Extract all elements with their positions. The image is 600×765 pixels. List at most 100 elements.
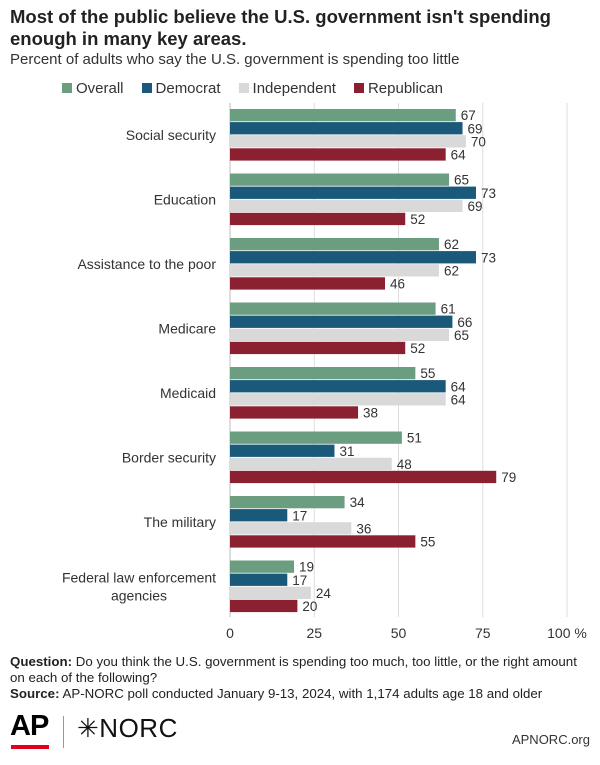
bar-federal-law-enforcement-agencies-overall <box>230 560 295 573</box>
bar-social-security-republican <box>230 148 446 161</box>
legend-item-democrat: Democrat <box>141 79 221 97</box>
norc-logo: ✳NORC <box>77 713 178 744</box>
data-label-medicaid-overall: 55 <box>420 366 435 381</box>
bar-assistance-to-the-poor-democrat <box>230 251 477 264</box>
legend-label-republican: Republican <box>367 79 444 97</box>
data-label-medicare-republican: 52 <box>410 341 425 356</box>
bar-medicare-overall <box>230 302 436 315</box>
bar-the-military-overall <box>230 496 345 509</box>
bar-border-security-republican <box>230 470 497 484</box>
bar-medicaid-overall <box>230 367 416 380</box>
ap-logo-underline <box>11 745 49 749</box>
question-text: Do you think the U.S. government is spen… <box>10 654 577 685</box>
chart-subtitle: Percent of adults who say the U.S. gover… <box>10 51 460 68</box>
data-label-medicare-overall: 61 <box>441 302 456 317</box>
bar-the-military-republican <box>230 535 416 548</box>
data-label-federal-law-enforcement-agencies-democrat: 17 <box>292 573 307 588</box>
category-label-federal-law-enforcement-agencies-line-1: Federal law enforcement <box>62 569 216 585</box>
x-tick-label-0: 0 <box>226 625 234 641</box>
legend-swatch-overall <box>62 83 72 93</box>
chart-title: Most of the public believe the U.S. gove… <box>10 6 551 49</box>
question-label: Question: <box>10 654 73 669</box>
bar-medicare-republican <box>230 341 406 355</box>
category-label-the-military: The military <box>144 514 216 530</box>
x-tick-label-25: 25 <box>306 625 322 641</box>
bar-federal-law-enforcement-agencies-republican <box>230 599 298 613</box>
data-label-assistance-to-the-poor-republican: 46 <box>390 276 405 291</box>
bar-social-security-overall <box>230 109 456 122</box>
data-label-education-overall: 65 <box>454 173 469 188</box>
data-label-the-military-overall: 34 <box>350 495 366 510</box>
data-label-education-republican: 52 <box>410 212 425 227</box>
bar-education-overall <box>230 173 450 186</box>
ap-logo: AP <box>10 710 49 742</box>
data-label-medicaid-republican: 38 <box>363 405 378 420</box>
bar-assistance-to-the-poor-overall <box>230 238 439 251</box>
legend-item-independent: Independent <box>238 79 336 97</box>
bar-assistance-to-the-poor-independent <box>230 264 439 277</box>
data-label-education-democrat: 73 <box>481 186 496 201</box>
bar-medicare-independent <box>230 328 450 341</box>
data-label-federal-law-enforcement-agencies-overall: 19 <box>299 560 314 575</box>
legend-label-independent: Independent <box>252 79 336 97</box>
legend-label-overall: Overall <box>76 79 124 97</box>
data-label-the-military-republican: 55 <box>420 534 435 549</box>
data-label-medicaid-democrat: 64 <box>451 379 467 394</box>
footnote: Question: Do you think the U.S. governme… <box>10 654 592 702</box>
legend-swatch-republican <box>353 83 364 93</box>
data-label-education-independent: 69 <box>468 199 483 214</box>
bar-border-security-independent <box>230 457 392 470</box>
bar-the-military-democrat <box>230 509 288 522</box>
category-label-education: Education <box>154 191 216 207</box>
bar-medicaid-republican <box>230 406 359 419</box>
data-label-medicare-democrat: 66 <box>457 315 472 330</box>
data-label-federal-law-enforcement-agencies-republican: 20 <box>302 599 317 614</box>
data-label-border-security-independent: 48 <box>397 457 412 472</box>
norc-star-icon: ✳ <box>77 713 100 743</box>
legend-label-democrat: Democrat <box>155 79 221 97</box>
bar-medicare-democrat <box>230 315 453 328</box>
bar-assistance-to-the-poor-republican <box>230 277 386 290</box>
x-tick-label-75: 75 <box>475 625 491 641</box>
data-label-social-security-overall: 67 <box>461 108 476 123</box>
data-label-social-security-democrat: 69 <box>468 121 483 136</box>
bar-education-independent <box>230 199 463 212</box>
bar-social-security-independent <box>230 135 466 148</box>
norc-logo-text: NORC <box>99 713 178 743</box>
category-label-medicaid: Medicaid <box>160 385 216 401</box>
site-url: APNORC.org <box>511 732 590 747</box>
bar-federal-law-enforcement-agencies-democrat <box>230 573 288 586</box>
bar-education-republican <box>230 212 406 226</box>
legend: Overall Democrat Independent Republican <box>62 78 443 98</box>
legend-item-republican: Republican <box>353 79 444 97</box>
category-label-border-security: Border security <box>122 449 216 465</box>
bar-federal-law-enforcement-agencies-independent <box>230 586 311 599</box>
data-label-border-security-overall: 51 <box>407 431 422 446</box>
bar-medicaid-democrat <box>230 380 446 393</box>
source-label: Source: <box>10 686 60 701</box>
logo-divider <box>63 716 64 748</box>
data-label-social-security-republican: 64 <box>451 147 467 162</box>
category-label-assistance-to-the-poor: Assistance to the poor <box>77 256 216 272</box>
legend-swatch-independent <box>238 83 249 93</box>
bar-social-security-democrat <box>230 122 463 135</box>
data-label-border-security-republican: 79 <box>501 470 516 485</box>
bar-border-security-democrat <box>230 444 335 457</box>
data-label-federal-law-enforcement-agencies-independent: 24 <box>316 586 332 601</box>
bar-border-security-overall <box>230 431 402 444</box>
category-label-social-security: Social security <box>126 127 216 143</box>
legend-swatch-democrat <box>141 83 152 93</box>
legend-item-overall: Overall <box>62 80 124 97</box>
x-tick-label-100: 100 % <box>547 625 587 641</box>
bar-the-military-independent <box>230 522 352 535</box>
data-label-medicare-independent: 65 <box>454 328 469 343</box>
category-label-federal-law-enforcement-agencies-line-2: agencies <box>111 587 167 603</box>
data-label-assistance-to-the-poor-independent: 62 <box>444 263 459 278</box>
x-tick-label-50: 50 <box>391 625 407 641</box>
bar-education-democrat <box>230 186 477 199</box>
data-label-the-military-democrat: 17 <box>292 508 307 523</box>
data-label-border-security-democrat: 31 <box>339 444 354 459</box>
data-label-assistance-to-the-poor-overall: 62 <box>444 237 459 252</box>
data-label-social-security-independent: 70 <box>471 134 486 149</box>
